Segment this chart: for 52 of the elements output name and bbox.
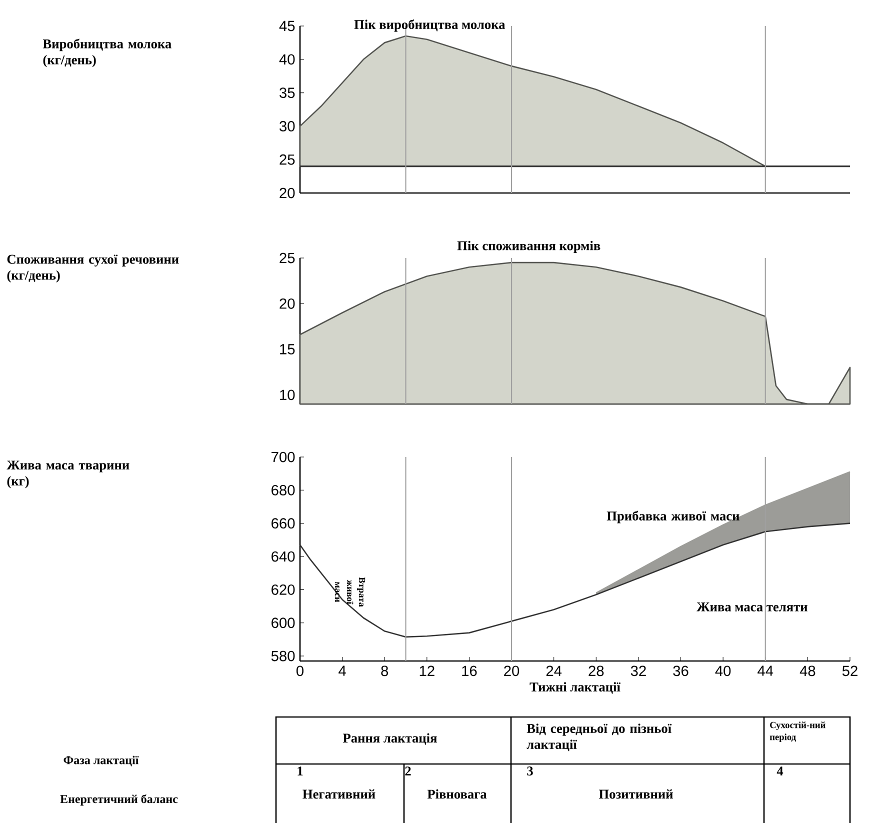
x-axis-title: Тижні лактації [530, 682, 621, 694]
x-tick-label: 24 [546, 666, 562, 676]
y-tick-label: 45 [279, 20, 295, 32]
y-tick-label: 620 [272, 584, 295, 595]
y-tick-label: 40 [279, 54, 295, 65]
y-tick-label: 580 [271, 650, 295, 662]
y-axis-title: Споживання сухої речовини (кг/день) [7, 254, 179, 282]
x-tick-label: 44 [758, 666, 774, 676]
x-tick-label: 12 [420, 666, 434, 676]
x-tick-label: 4 [338, 666, 346, 676]
x-tick-label: 0 [296, 666, 304, 676]
text: Негативний [302, 789, 376, 799]
annotation: Прибавка живої маси [606, 510, 740, 524]
annotation: Пік виробництва молока [354, 19, 506, 32]
x-tick-label: 16 [462, 666, 477, 676]
y-axis-title: Виробництва молока (кг/день) [42, 38, 172, 68]
x-tick-label: 28 [588, 666, 604, 676]
text: 4 [776, 766, 784, 776]
y-tick-label: 30 [280, 121, 295, 132]
x-tick-label: 52 [842, 666, 858, 676]
x-tick-label: 8 [381, 666, 388, 676]
x-tick-label: 36 [673, 666, 688, 676]
x-tick-label: 48 [800, 666, 816, 676]
x-tick-label: 20 [504, 666, 520, 676]
y-tick-label: 35 [280, 88, 295, 98]
y-tick-label: 600 [272, 618, 295, 628]
text: 2 [405, 766, 411, 776]
x-tick-label: 32 [630, 666, 646, 676]
text: Сухостій-ний період [770, 722, 826, 742]
text: Позитивний [598, 789, 673, 799]
text: 1 [298, 766, 303, 776]
x-tick-label: 40 [715, 666, 731, 676]
annotation: Пік споживання кормів [457, 240, 600, 253]
y-tick-label: 20 [280, 298, 295, 309]
text: Від середньої до пізньої лактації [526, 724, 672, 752]
y-tick-label: 10 [280, 390, 295, 400]
annotation: Втрата живої маси [334, 577, 366, 607]
text: Рівновага [427, 789, 487, 799]
text: Енергетичний баланс [60, 794, 178, 806]
y-tick-label: 25 [280, 252, 295, 264]
text: Фаза лактації [64, 756, 139, 766]
text: Рання лактація [342, 733, 437, 745]
annotation: Жива маса теляти [696, 602, 808, 612]
y-tick-label: 25 [280, 154, 295, 165]
y-tick-label: 15 [280, 344, 295, 354]
y-tick-label: 680 [272, 484, 295, 496]
y-axis-title: Жива маса тварини (кг) [6, 460, 130, 488]
y-tick-label: 700 [272, 452, 295, 462]
y-tick-label: 20 [280, 188, 295, 198]
y-tick-label: 660 [272, 518, 295, 529]
y-tick-label: 640 [272, 551, 295, 562]
text: 3 [527, 766, 533, 776]
